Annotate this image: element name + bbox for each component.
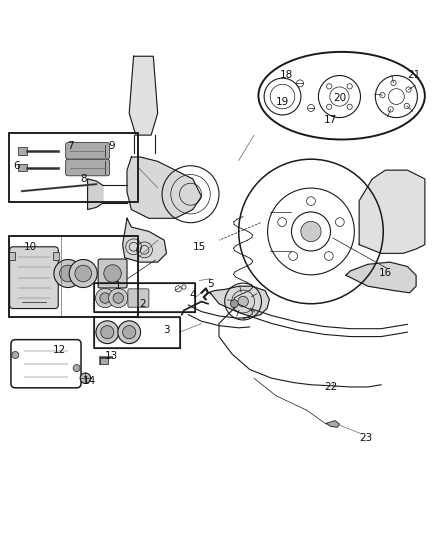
Bar: [9, 236, 138, 317]
Circle shape: [75, 265, 92, 282]
Circle shape: [69, 260, 97, 287]
Text: 22: 22: [324, 382, 337, 392]
Bar: [94, 283, 195, 312]
Text: 19: 19: [276, 97, 289, 107]
Polygon shape: [346, 262, 416, 293]
Polygon shape: [88, 179, 103, 209]
Circle shape: [109, 288, 128, 308]
Polygon shape: [359, 170, 425, 253]
Text: 7: 7: [67, 141, 74, 151]
Polygon shape: [123, 219, 166, 262]
Text: 8: 8: [80, 174, 87, 184]
Text: 14: 14: [83, 376, 96, 386]
Text: 1: 1: [115, 281, 122, 291]
Circle shape: [100, 293, 110, 303]
Circle shape: [96, 321, 119, 344]
FancyBboxPatch shape: [66, 142, 110, 159]
Bar: [94, 317, 180, 348]
Text: 17: 17: [324, 115, 337, 125]
Bar: [9, 133, 138, 201]
Circle shape: [301, 221, 321, 241]
Text: 2: 2: [139, 298, 146, 309]
FancyBboxPatch shape: [98, 259, 127, 288]
Circle shape: [123, 326, 136, 339]
Bar: [9, 252, 15, 260]
Bar: [18, 164, 27, 172]
Text: 13: 13: [105, 351, 118, 361]
Circle shape: [73, 365, 80, 372]
Circle shape: [12, 351, 19, 359]
Circle shape: [230, 300, 238, 308]
Circle shape: [113, 293, 124, 303]
Circle shape: [80, 373, 91, 383]
Text: 12: 12: [53, 345, 66, 355]
Text: 15: 15: [193, 242, 206, 252]
Bar: [94, 317, 180, 348]
Bar: [9, 236, 138, 317]
Text: 10: 10: [24, 242, 37, 252]
Circle shape: [54, 260, 82, 287]
Text: 6: 6: [13, 161, 20, 171]
Text: 21: 21: [407, 70, 420, 79]
Circle shape: [60, 265, 76, 282]
Polygon shape: [127, 157, 201, 219]
FancyBboxPatch shape: [66, 159, 110, 176]
FancyBboxPatch shape: [10, 247, 58, 309]
Text: 20: 20: [333, 93, 346, 103]
Bar: [53, 252, 59, 260]
FancyBboxPatch shape: [128, 289, 149, 307]
Bar: [18, 147, 27, 155]
Text: 16: 16: [379, 268, 392, 278]
Circle shape: [104, 265, 121, 282]
Text: 9: 9: [108, 141, 115, 151]
Circle shape: [101, 326, 114, 339]
Bar: [100, 359, 108, 364]
Text: 23: 23: [359, 433, 372, 443]
Circle shape: [118, 321, 141, 344]
Text: 18: 18: [280, 70, 293, 79]
Circle shape: [238, 296, 248, 307]
Text: 3: 3: [163, 325, 170, 335]
Polygon shape: [129, 56, 158, 135]
Text: 5: 5: [207, 279, 214, 289]
Bar: [9, 133, 138, 201]
Polygon shape: [326, 421, 339, 427]
Bar: [94, 283, 195, 312]
Text: 4: 4: [189, 290, 196, 300]
Circle shape: [95, 288, 115, 308]
Polygon shape: [208, 286, 269, 317]
